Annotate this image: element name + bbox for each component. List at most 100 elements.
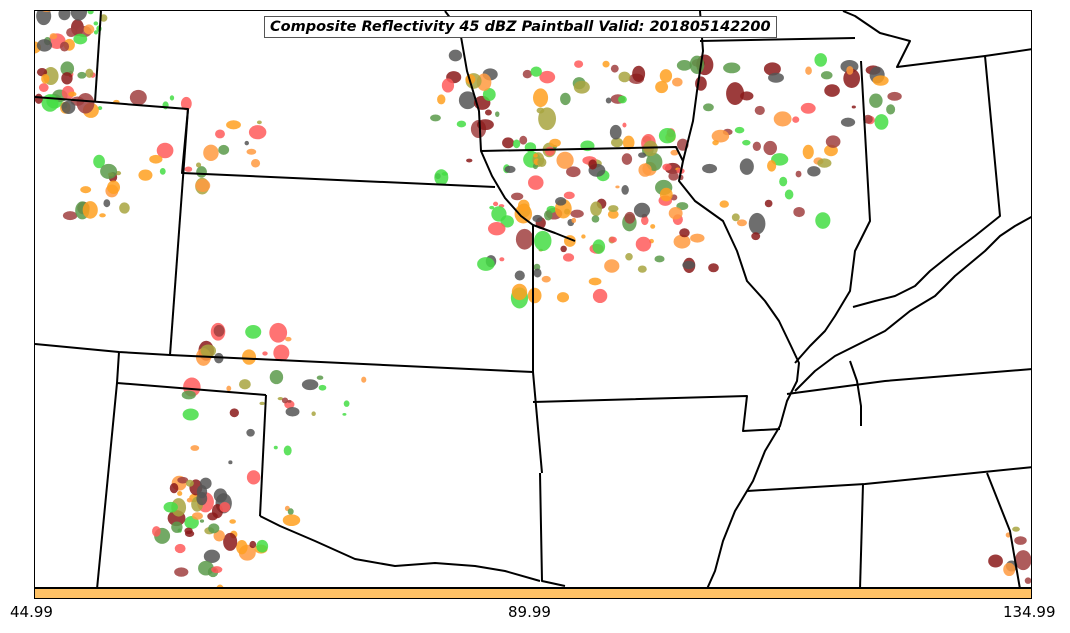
reflectivity-blob xyxy=(625,253,633,261)
reflectivity-blob xyxy=(219,502,231,513)
reflectivity-blob xyxy=(672,77,683,87)
reflectivity-blob xyxy=(502,137,515,149)
map-canvas xyxy=(35,11,1031,587)
border-ar-la xyxy=(539,472,566,587)
reflectivity-blob xyxy=(638,152,647,158)
border-ms-al xyxy=(859,483,864,587)
reflectivity-blob xyxy=(609,236,617,243)
reflectivity-blob xyxy=(517,199,530,212)
reflectivity-blob xyxy=(676,60,692,71)
reflectivity-blob xyxy=(824,84,840,97)
reflectivity-blob xyxy=(533,268,542,278)
reflectivity-blob xyxy=(99,14,108,22)
reflectivity-paintball-layer xyxy=(35,11,1031,587)
reflectivity-blob xyxy=(731,213,740,222)
colorbar-tick-label: 89.99 xyxy=(508,603,551,621)
reflectivity-blob xyxy=(287,399,292,403)
reflectivity-blob xyxy=(190,445,200,451)
reflectivity-blob xyxy=(85,68,94,78)
colorbar xyxy=(34,588,1032,599)
reflectivity-blob xyxy=(228,460,233,465)
reflectivity-blob xyxy=(318,384,327,391)
reflectivity-blob xyxy=(607,209,619,219)
reflectivity-blob xyxy=(618,95,627,104)
reflectivity-blob xyxy=(342,412,347,416)
reflectivity-blob xyxy=(549,138,561,148)
reflectivity-blob xyxy=(1012,526,1020,532)
reflectivity-blob xyxy=(215,129,225,139)
reflectivity-blob xyxy=(287,508,294,515)
reflectivity-blob xyxy=(679,228,690,238)
reflectivity-blob xyxy=(615,185,620,189)
reflectivity-blob xyxy=(840,117,856,127)
border-ia-mo xyxy=(480,146,684,162)
reflectivity-blob xyxy=(177,490,183,496)
reflectivity-blob xyxy=(622,122,627,128)
reflectivity-blob xyxy=(739,158,754,175)
reflectivity-blob xyxy=(171,521,183,533)
reflectivity-blob xyxy=(196,484,208,499)
reflectivity-blob xyxy=(742,139,751,146)
border-nm-west xyxy=(96,382,118,587)
reflectivity-blob xyxy=(530,66,542,77)
reflectivity-blob xyxy=(556,151,574,169)
border-ok-ar xyxy=(532,371,543,474)
reflectivity-blob xyxy=(591,215,600,223)
reflectivity-blob xyxy=(191,512,203,520)
reflectivity-blob xyxy=(246,470,261,485)
reflectivity-blob xyxy=(66,27,77,38)
reflectivity-blob xyxy=(226,120,241,130)
reflectivity-blob xyxy=(203,144,219,162)
reflectivity-blob xyxy=(269,322,288,343)
tennessee-river xyxy=(849,360,862,426)
reflectivity-blob xyxy=(511,192,524,201)
border-co-wy xyxy=(94,11,102,103)
reflectivity-blob xyxy=(216,584,224,587)
reflectivity-blob xyxy=(283,445,292,456)
reflectivity-blob xyxy=(851,105,856,109)
reflectivity-blob xyxy=(604,259,620,273)
reflectivity-blob xyxy=(60,61,75,76)
reflectivity-blob xyxy=(213,530,225,542)
reflectivity-blob xyxy=(68,91,77,97)
reflectivity-blob xyxy=(544,210,553,221)
reflectivity-blob xyxy=(641,216,649,226)
reflectivity-blob xyxy=(511,283,528,301)
reflectivity-blob xyxy=(872,75,889,86)
reflectivity-blob xyxy=(820,71,833,80)
reflectivity-blob xyxy=(795,170,802,178)
reflectivity-blob xyxy=(682,260,696,270)
reflectivity-blob xyxy=(159,167,166,175)
reflectivity-blob xyxy=(658,127,676,144)
reflectivity-blob xyxy=(571,217,577,223)
border-ky-tn xyxy=(786,368,1031,395)
reflectivity-blob xyxy=(560,245,567,253)
reflectivity-blob xyxy=(448,49,463,62)
reflectivity-blob xyxy=(38,83,49,92)
reflectivity-blob xyxy=(668,207,683,220)
reflectivity-blob xyxy=(632,65,646,83)
reflectivity-blob xyxy=(528,175,544,190)
map-panel: Composite Reflectivity 45 dBZ Paintball … xyxy=(34,10,1032,588)
reflectivity-blob xyxy=(223,532,238,551)
reflectivity-blob xyxy=(609,124,622,140)
reflectivity-blob xyxy=(532,214,543,223)
reflectivity-blob xyxy=(581,234,586,239)
reflectivity-blob xyxy=(574,60,584,68)
reflectivity-blob xyxy=(182,408,199,421)
reflectivity-blob xyxy=(80,186,92,194)
reflectivity-blob xyxy=(36,11,52,26)
reflectivity-blob xyxy=(129,89,147,106)
reflectivity-blob xyxy=(662,163,672,171)
reflectivity-blob xyxy=(285,336,292,342)
reflectivity-blob xyxy=(77,71,87,79)
reflectivity-blob xyxy=(1003,562,1016,577)
reflectivity-blob xyxy=(605,97,612,104)
reflectivity-blob xyxy=(800,102,816,114)
reflectivity-blob xyxy=(638,163,652,177)
reflectivity-blob xyxy=(61,72,73,85)
reflectivity-blob xyxy=(610,64,619,73)
reflectivity-blob xyxy=(519,135,528,145)
reflectivity-blob xyxy=(792,116,800,123)
reflectivity-blob xyxy=(588,277,602,286)
